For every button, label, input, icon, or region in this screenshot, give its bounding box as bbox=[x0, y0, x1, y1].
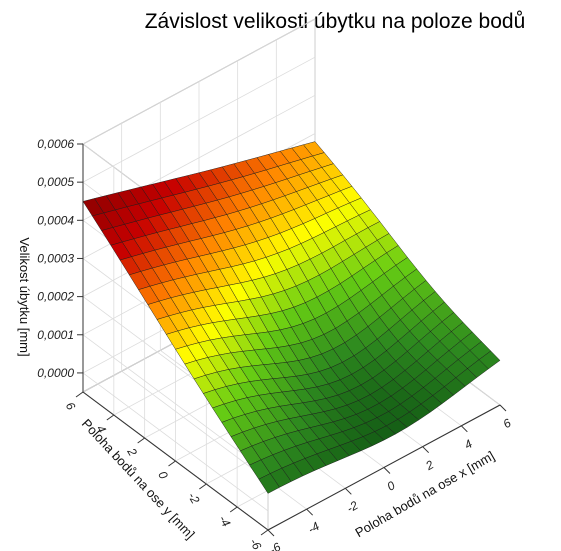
z-tick-label: 0,0001 bbox=[37, 328, 74, 342]
x-tick-mark bbox=[460, 425, 468, 433]
x-tick-mark bbox=[383, 467, 391, 474]
y-tick-label: -2 bbox=[185, 490, 203, 507]
y-tick-mark bbox=[75, 391, 84, 398]
z-tick-label: 0,0000 bbox=[37, 366, 74, 380]
y-tick-mark bbox=[168, 460, 176, 467]
x-tick-label: -6 bbox=[267, 540, 284, 551]
y-axis-label: Poloha bodů na ose y [mm] bbox=[79, 416, 198, 542]
y-tick-mark bbox=[260, 529, 269, 536]
y-tick-mark bbox=[106, 414, 115, 421]
surface-cell bbox=[478, 350, 501, 370]
z-axis-label: Velikost úbytku [mm] bbox=[17, 237, 32, 356]
y-tick-label: 6 bbox=[63, 400, 79, 413]
x-tick-mark bbox=[422, 446, 430, 454]
x-tick-mark bbox=[267, 529, 275, 537]
x-tick-label: -4 bbox=[306, 519, 323, 537]
y-tick-mark bbox=[229, 506, 238, 513]
x-tick-mark bbox=[499, 404, 507, 412]
x-tick-mark bbox=[306, 508, 314, 516]
y-tick-mark bbox=[199, 483, 207, 490]
x-tick-label: 6 bbox=[501, 416, 514, 432]
y-tick-label: -4 bbox=[216, 513, 234, 530]
y-tick-label: 0 bbox=[155, 469, 171, 482]
surface-mesh bbox=[82, 141, 501, 494]
x-tick-label: 4 bbox=[462, 436, 475, 452]
x-tick-label: 2 bbox=[422, 457, 436, 473]
z-tick-label: 0,0005 bbox=[37, 175, 74, 189]
chart-title: Závislost velikosti úbytku na poloze bod… bbox=[145, 10, 526, 33]
z-tick-label: 0,0003 bbox=[37, 251, 74, 265]
y-tick-mark bbox=[137, 437, 145, 444]
x-tick-label: 0 bbox=[385, 478, 398, 494]
z-tick-label: 0,0004 bbox=[37, 213, 74, 227]
y-tick-label: -6 bbox=[247, 536, 265, 551]
x-tick-label: -2 bbox=[344, 498, 361, 516]
x-tick-mark bbox=[344, 487, 352, 495]
z-tick-label: 0,0002 bbox=[37, 290, 74, 304]
z-tick-label: 0,0006 bbox=[37, 137, 74, 151]
